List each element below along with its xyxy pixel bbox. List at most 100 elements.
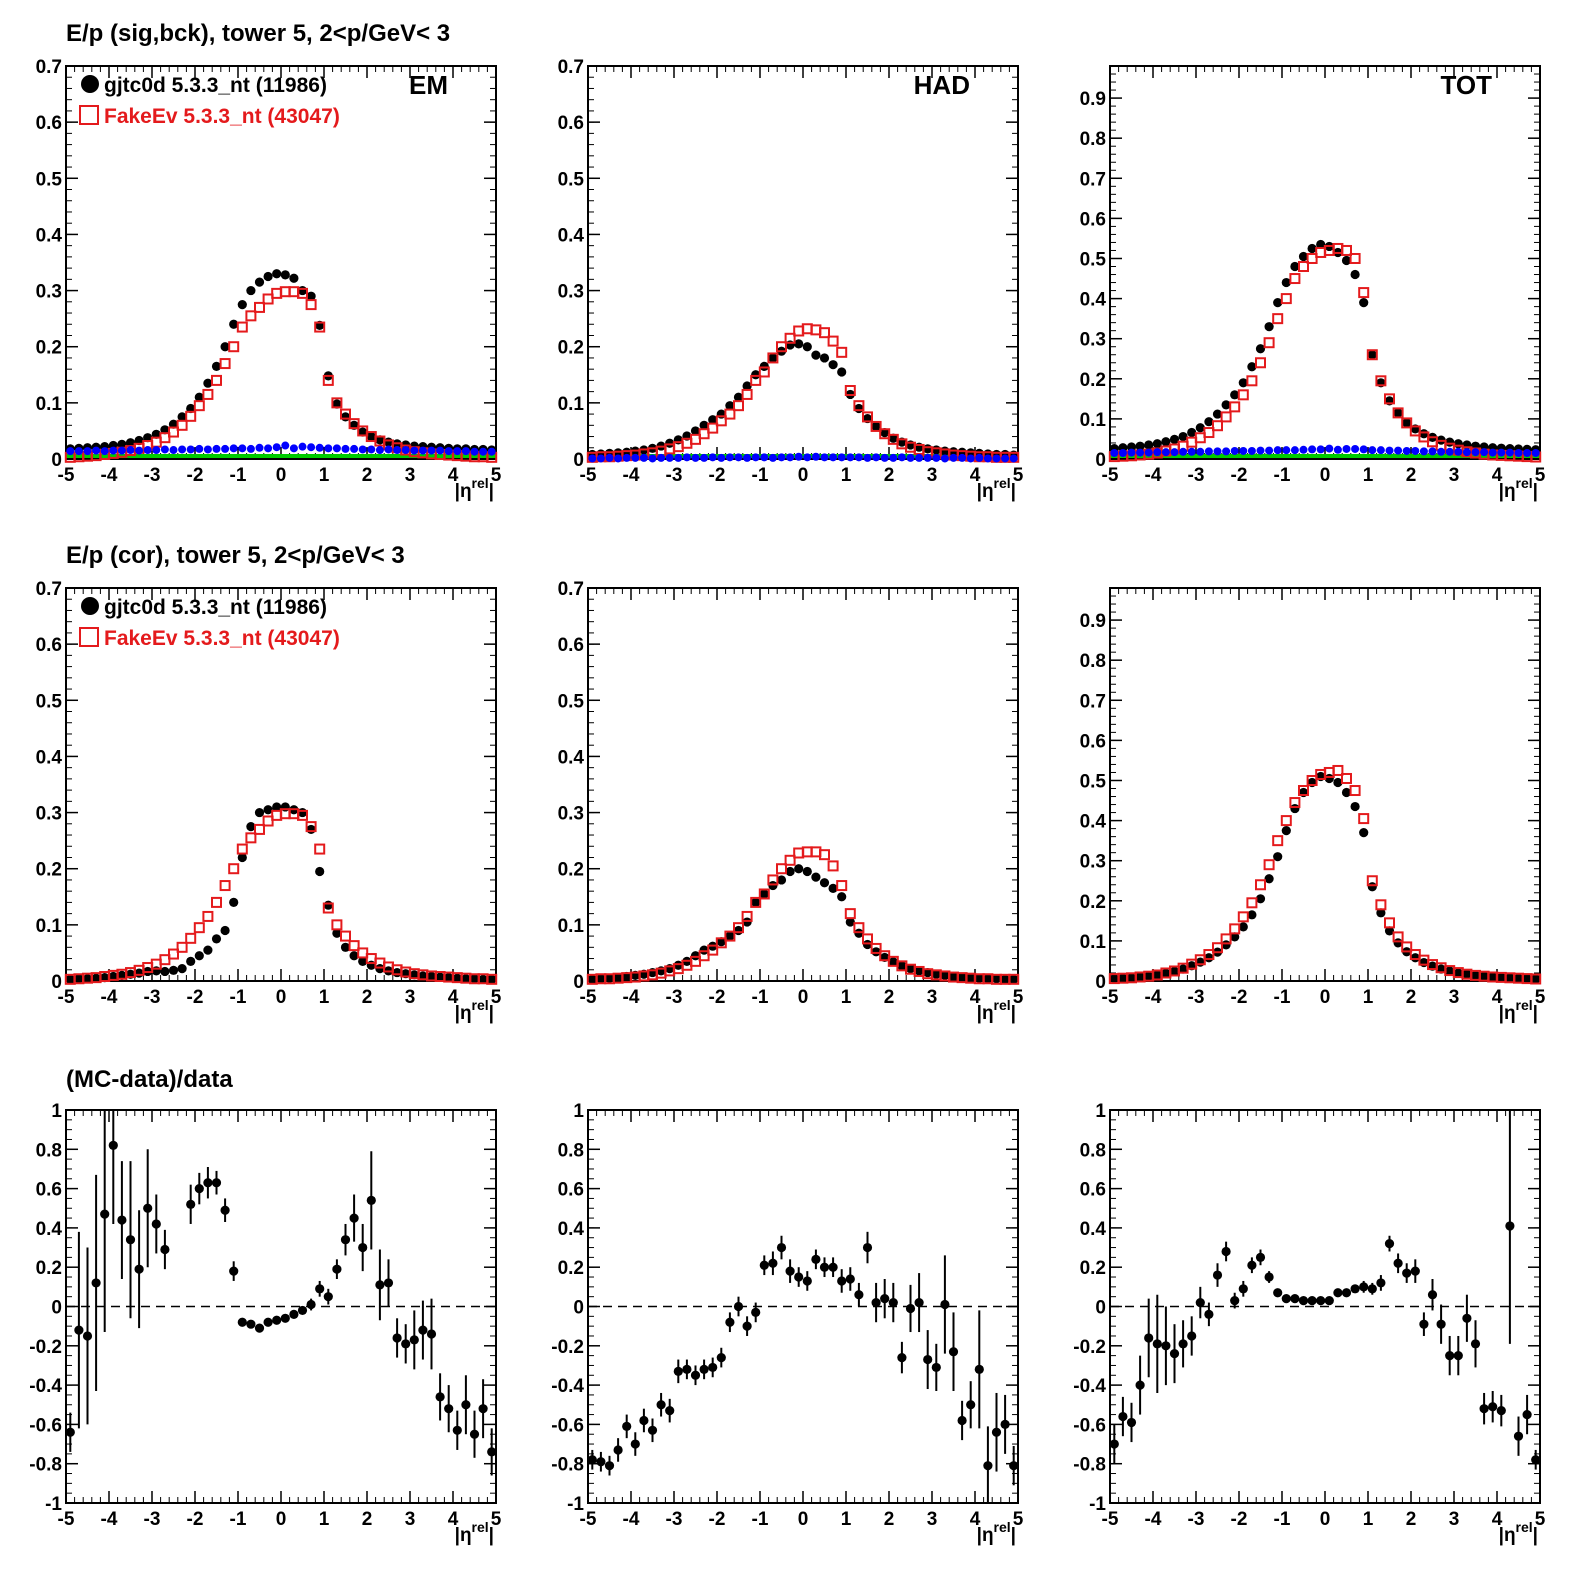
data-point (1264, 1272, 1274, 1282)
data-point (794, 339, 804, 349)
data-point (1273, 298, 1283, 308)
data-point (966, 448, 976, 458)
data-point (622, 447, 632, 457)
background-point (1213, 447, 1222, 456)
mc-point (211, 374, 222, 386)
mc-point (1289, 797, 1301, 809)
x-tick-label: 2 (884, 987, 895, 1008)
x-axis-label: |ηrel| (1499, 475, 1538, 502)
data-point (306, 1299, 316, 1310)
background-point (212, 444, 221, 453)
data-point (435, 972, 445, 982)
panel-bottom-EM: -5 -4 -3 -2 -1 0 1 2 3 4 5 -1 -0.8 -0.6 -0.4 -0.2 0 0.2 0.… (29, 1101, 501, 1546)
y-tick-label: 0.7 (558, 57, 584, 78)
data-point (1367, 350, 1377, 360)
data-point (905, 1303, 916, 1314)
mc-point (690, 433, 701, 445)
mc-point (1229, 923, 1241, 935)
data-point (1195, 423, 1205, 433)
mc-point (827, 335, 839, 347)
x-axis-label: |ηrel| (977, 1519, 1016, 1546)
data-point (871, 1297, 881, 1308)
data-point (108, 971, 118, 982)
background-point (983, 454, 992, 463)
panel-middle-HAD: -5 -4 -3 -2 -1 0 1 2 3 4 5 0 0.1 0.2 0.3 0.4 0.5 0.6 0.7 |η… (558, 579, 1024, 1024)
data-point (1488, 972, 1498, 982)
mc-point (176, 419, 188, 431)
data-point (1522, 1409, 1532, 1420)
mc-point (1306, 252, 1318, 264)
mc-point (1272, 313, 1284, 325)
x-tick-label: -2 (187, 987, 204, 1008)
background-point (923, 453, 932, 462)
data-point (733, 392, 744, 402)
mc-point (1203, 427, 1215, 439)
data-point (315, 866, 325, 877)
data-point (194, 392, 204, 402)
mc-point (1263, 859, 1275, 871)
data-point (1178, 964, 1188, 974)
y-tick-label: 0.1 (1080, 410, 1107, 431)
mc-point (254, 823, 265, 835)
data-point (65, 1427, 75, 1437)
data-point (280, 270, 290, 280)
y-tick-label: -0.2 (1073, 1337, 1106, 1358)
data-point (673, 960, 683, 970)
mc-point (819, 849, 830, 861)
mc-point (193, 400, 205, 412)
y-tick-label: 0.2 (558, 338, 584, 359)
y-tick-label: 0.8 (1080, 651, 1106, 672)
background-point (1308, 445, 1317, 454)
data-point (263, 271, 273, 282)
data-point (91, 973, 101, 983)
data-point (923, 967, 933, 978)
background-point (100, 447, 109, 456)
data-point (768, 353, 778, 363)
y-tick-label: -1 (45, 1494, 62, 1515)
data-point (1307, 1296, 1317, 1306)
background-point (332, 444, 341, 453)
mc-point (322, 902, 334, 914)
y-tick-label: 0.6 (558, 113, 584, 134)
y-tick-label: 0 (51, 1298, 62, 1319)
background-point (760, 453, 769, 462)
data-point (897, 961, 907, 971)
data-point (974, 1364, 984, 1374)
data-point (1135, 972, 1145, 982)
data-point (1264, 322, 1274, 332)
mc-point (1212, 942, 1223, 954)
data-point (1350, 1284, 1360, 1294)
mc-point (254, 301, 265, 313)
data-point (1247, 362, 1257, 372)
data-point (435, 1392, 445, 1402)
data-point (1000, 1419, 1010, 1429)
data-point (948, 1347, 959, 1357)
background-point (966, 454, 975, 463)
data-point (461, 974, 471, 984)
background-point (315, 443, 324, 452)
background-point (1239, 446, 1248, 455)
data-point (957, 972, 967, 982)
mc-point (202, 388, 214, 400)
y-tick-label: 1 (1095, 1101, 1106, 1122)
y-tick-label: 0.6 (36, 635, 62, 656)
mc-point (1392, 931, 1404, 943)
data-point (1169, 1349, 1180, 1359)
panel-bottom-HAD: -5 -4 -3 -2 -1 0 1 2 3 4 5 -1 -0.8 -0.6 -0.4 -0.2 0 0.2 0.… (551, 1101, 1023, 1546)
data-point (1513, 973, 1524, 983)
x-tick-label: -2 (709, 987, 726, 1008)
background-point (743, 453, 752, 462)
background-point (1001, 454, 1010, 463)
y-tick-label: -0.8 (29, 1455, 62, 1476)
mc-point (168, 948, 179, 960)
data-point (794, 864, 804, 874)
data-point (418, 971, 428, 981)
data-point (461, 1400, 471, 1410)
mc-point (758, 888, 770, 900)
mc-point (236, 321, 248, 333)
data-point (211, 934, 222, 944)
data-point (1212, 1270, 1223, 1280)
x-tick-label: -5 (580, 1509, 597, 1530)
data-point (194, 951, 204, 961)
data-point (1230, 1296, 1240, 1306)
